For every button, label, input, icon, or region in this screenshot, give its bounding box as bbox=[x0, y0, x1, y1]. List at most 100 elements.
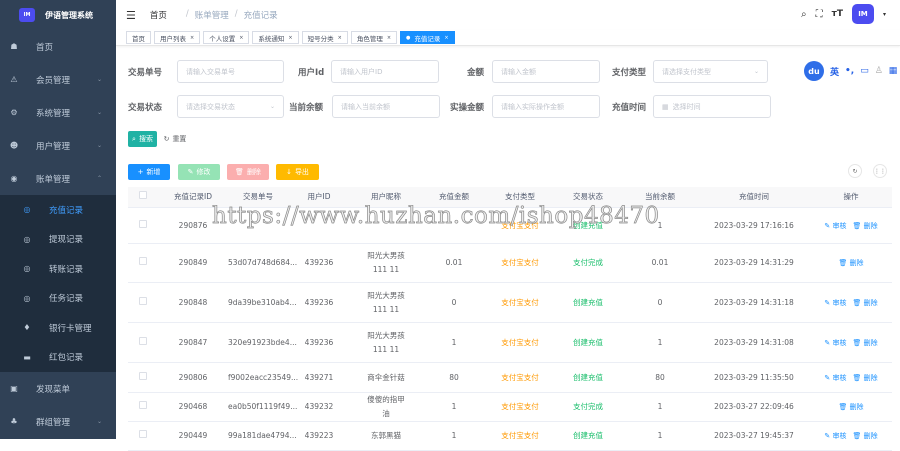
delete-link[interactable]: 🗑 删除 bbox=[852, 374, 877, 382]
cell-amount: 1 bbox=[451, 402, 457, 411]
delete-link[interactable]: 🗑 删除 bbox=[852, 299, 877, 307]
user-icon[interactable]: ♙ bbox=[874, 66, 883, 76]
tag-label: 用户列表 bbox=[160, 34, 186, 43]
delete-link[interactable]: 🗑 删除 bbox=[852, 222, 877, 230]
cell-amount: 1 bbox=[451, 431, 457, 440]
time-picker[interactable]: ▦ 选择时间 bbox=[653, 95, 771, 118]
refresh-icon[interactable]: ↻ bbox=[848, 164, 862, 178]
close-icon[interactable]: × bbox=[337, 34, 342, 41]
sidebar-item-0[interactable]: ◎ 充值记录 bbox=[0, 195, 116, 225]
sidebar-item-0[interactable]: ☗ 首页 bbox=[0, 30, 116, 63]
sidebar-item-2[interactable]: ⚙ 系统管理 ⌄ bbox=[0, 96, 116, 129]
reset-button[interactable]: ↻ 重置 bbox=[160, 131, 190, 147]
close-icon[interactable]: × bbox=[190, 34, 195, 41]
sidebar-item-label: 红包记录 bbox=[49, 353, 84, 364]
action-label: 审核 bbox=[832, 432, 847, 440]
breadcrumb-item: 账单管理 bbox=[194, 11, 229, 21]
baidu-ime-logo[interactable]: du bbox=[804, 61, 824, 81]
ime-lang-toggle[interactable]: 英 bbox=[830, 67, 840, 78]
delete-button[interactable]: 🗑 删除 bbox=[227, 164, 269, 180]
table-row[interactable]: 290806 f9002eacc23549... 439271 商伞金针菇 80 支付宝支… bbox=[128, 363, 892, 393]
columns-icon[interactable]: ⋮⋮ bbox=[873, 164, 887, 178]
close-icon[interactable]: × bbox=[444, 34, 449, 41]
cell-trade-no: 53d07d748d684... bbox=[228, 258, 298, 267]
table-row[interactable]: 290449 99a181dae4794... 439223 东郭黑猫 1 支付宝支付 创建… bbox=[128, 422, 892, 451]
table-row[interactable]: 290468 ea0b50f1119f49... 439232 傻傻的指甲油 1 支付宝支… bbox=[128, 393, 892, 422]
sidebar-item-1[interactable]: ◎ 提现记录 bbox=[0, 225, 116, 255]
tag-4[interactable]: 短号分类 × bbox=[301, 31, 348, 44]
trade-status-select[interactable]: 请选择交易状态 ⌄ bbox=[177, 95, 284, 118]
real-amount-input[interactable]: 请输入实际操作金额 bbox=[492, 95, 600, 118]
row-checkbox[interactable] bbox=[128, 256, 158, 270]
trade-no-input[interactable]: 请输入交易单号 bbox=[177, 60, 284, 83]
sidebar-item-3[interactable]: ☻ 用户管理 ⌄ bbox=[0, 129, 116, 162]
delete-link[interactable]: 🗑 删除 bbox=[852, 432, 877, 440]
search-button[interactable]: ⌕ 搜索 bbox=[128, 131, 157, 147]
trash-icon: 🗑 bbox=[852, 221, 864, 230]
menu-grid-icon[interactable]: ▦ bbox=[888, 66, 898, 76]
dashboard-icon: ☗ bbox=[10, 42, 18, 51]
add-button[interactable]: + 新增 bbox=[128, 164, 170, 180]
cell-time: 2023-03-29 17:16:16 bbox=[714, 220, 794, 230]
sidebar-item-1[interactable]: ♣ 群组管理 ⌄ bbox=[0, 405, 116, 438]
tag-0[interactable]: 首页 bbox=[126, 31, 151, 44]
app-logo[interactable]: IM 伊语管理系统 bbox=[0, 0, 116, 30]
tag-3[interactable]: 系统通知 × bbox=[252, 31, 299, 44]
table-row[interactable]: 290876 支付宝支付 创建充值 1 2023-03-29 17:16:16 ✎ 审核 🗑… bbox=[128, 208, 892, 244]
row-checkbox[interactable] bbox=[128, 371, 158, 385]
punctuation-icon[interactable]: •, bbox=[845, 66, 855, 76]
row-checkbox[interactable] bbox=[128, 400, 158, 414]
audit-link[interactable]: ✎ 审核 bbox=[824, 299, 846, 307]
balance-label: 当前余额 bbox=[289, 103, 324, 113]
fullscreen-icon[interactable]: ⛶ bbox=[815, 8, 823, 20]
cell-time: 2023-03-27 19:45:37 bbox=[714, 431, 794, 440]
table-row[interactable]: 290847 320e91923bde4... 439236 阳光大男孩111 11 1… bbox=[128, 323, 892, 363]
sidebar-item-0[interactable]: ▣ 发现菜单 bbox=[0, 372, 116, 405]
delete-link[interactable]: 🗑 删除 bbox=[852, 339, 877, 347]
search-icon[interactable]: ⌕ bbox=[801, 8, 807, 20]
close-icon[interactable]: × bbox=[239, 34, 244, 41]
cell-pay-type: 支付宝支付 bbox=[501, 431, 539, 440]
sidebar-item-5[interactable]: ▬ 红包记录 bbox=[0, 343, 116, 373]
amount-input[interactable]: 请输入金额 bbox=[492, 60, 600, 83]
edit-button[interactable]: ✎ 修改 bbox=[178, 164, 220, 180]
delete-link[interactable]: 🗑 删除 bbox=[838, 259, 863, 267]
sidebar-item-4[interactable]: ◉ 账单管理 ⌃ bbox=[0, 162, 116, 195]
delete-link[interactable]: 🗑 删除 bbox=[838, 403, 863, 411]
close-icon[interactable]: × bbox=[288, 34, 293, 41]
audit-link[interactable]: ✎ 审核 bbox=[824, 374, 846, 382]
tag-1[interactable]: 用户列表 × bbox=[154, 31, 201, 44]
sidebar-item-1[interactable]: ⚠ 会员管理 ⌄ bbox=[0, 63, 116, 96]
tag-2[interactable]: 个人设置 × bbox=[203, 31, 250, 44]
sidebar-item-2[interactable]: ◎ 转账记录 bbox=[0, 254, 116, 284]
audit-link[interactable]: ✎ 审核 bbox=[824, 432, 846, 440]
cell-trade-no: 320e91923bde4... bbox=[228, 337, 297, 347]
font-size-icon[interactable]: тT bbox=[831, 9, 843, 19]
close-icon[interactable]: × bbox=[386, 34, 392, 41]
avatar[interactable]: IM bbox=[851, 4, 874, 24]
table-row[interactable]: 290849 53d07d748d684... 439236 阳光大男孩111 11 0… bbox=[128, 244, 892, 283]
audit-link[interactable]: ✎ 审核 bbox=[824, 222, 846, 230]
user-id-input[interactable]: 请输入用户ID bbox=[331, 60, 439, 83]
keyboard-icon[interactable]: ▭ bbox=[860, 66, 869, 76]
select-all-checkbox[interactable] bbox=[128, 190, 158, 204]
balance-input[interactable]: 请输入当前余额 bbox=[332, 95, 440, 118]
pay-type-select[interactable]: 请选择支付类型 ⌄ bbox=[653, 60, 768, 83]
sidebar-item-3[interactable]: ◎ 任务记录 bbox=[0, 284, 116, 314]
chevron-down-icon[interactable]: ▾ bbox=[882, 10, 886, 18]
table-row[interactable]: 290848 9da39be310ab4... 439236 阳光大男孩111 11 0… bbox=[128, 283, 892, 323]
breadcrumb-item[interactable]: 首页 bbox=[149, 11, 167, 21]
tag-5[interactable]: 角色管理 × bbox=[350, 31, 398, 44]
sidebar-item-label: 群组管理 bbox=[36, 417, 71, 428]
row-checkbox[interactable] bbox=[128, 336, 158, 350]
tag-6[interactable]: ● 充值记录 × bbox=[400, 31, 455, 44]
row-checkbox[interactable] bbox=[128, 429, 158, 443]
export-button[interactable]: ↓ 导出 bbox=[276, 164, 319, 180]
hamburger-icon[interactable]: ☰ bbox=[126, 8, 136, 22]
trash-icon: 🗑 bbox=[838, 403, 850, 411]
row-checkbox[interactable] bbox=[128, 296, 158, 310]
row-checkbox[interactable] bbox=[128, 219, 158, 233]
sidebar-item-4[interactable]: ♦ 银行卡管理 bbox=[0, 313, 116, 343]
edit-icon: ✎ bbox=[824, 221, 833, 230]
audit-link[interactable]: ✎ 审核 bbox=[824, 339, 846, 347]
